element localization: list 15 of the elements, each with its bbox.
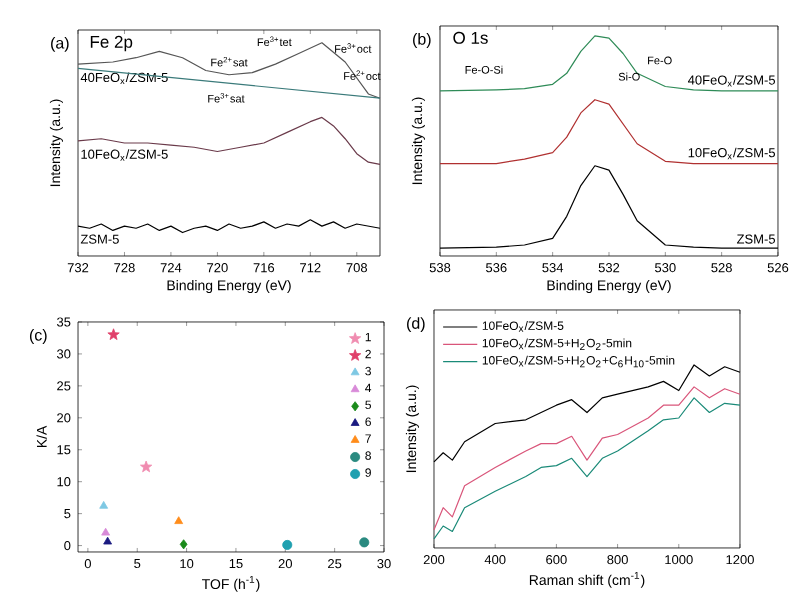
point (174, 516, 184, 525)
point (179, 539, 188, 550)
text: (a) (51, 36, 69, 52)
point (140, 460, 153, 473)
text: (d) (407, 317, 425, 333)
point (107, 328, 120, 340)
text: (b) (413, 32, 431, 48)
point (99, 500, 109, 509)
point (101, 527, 111, 536)
chart-title: O 1s (453, 31, 488, 44)
point (103, 536, 113, 545)
text: (c) (29, 328, 47, 344)
chart-title: Fe 2p (90, 35, 133, 52)
point (282, 539, 293, 550)
point (359, 537, 370, 548)
